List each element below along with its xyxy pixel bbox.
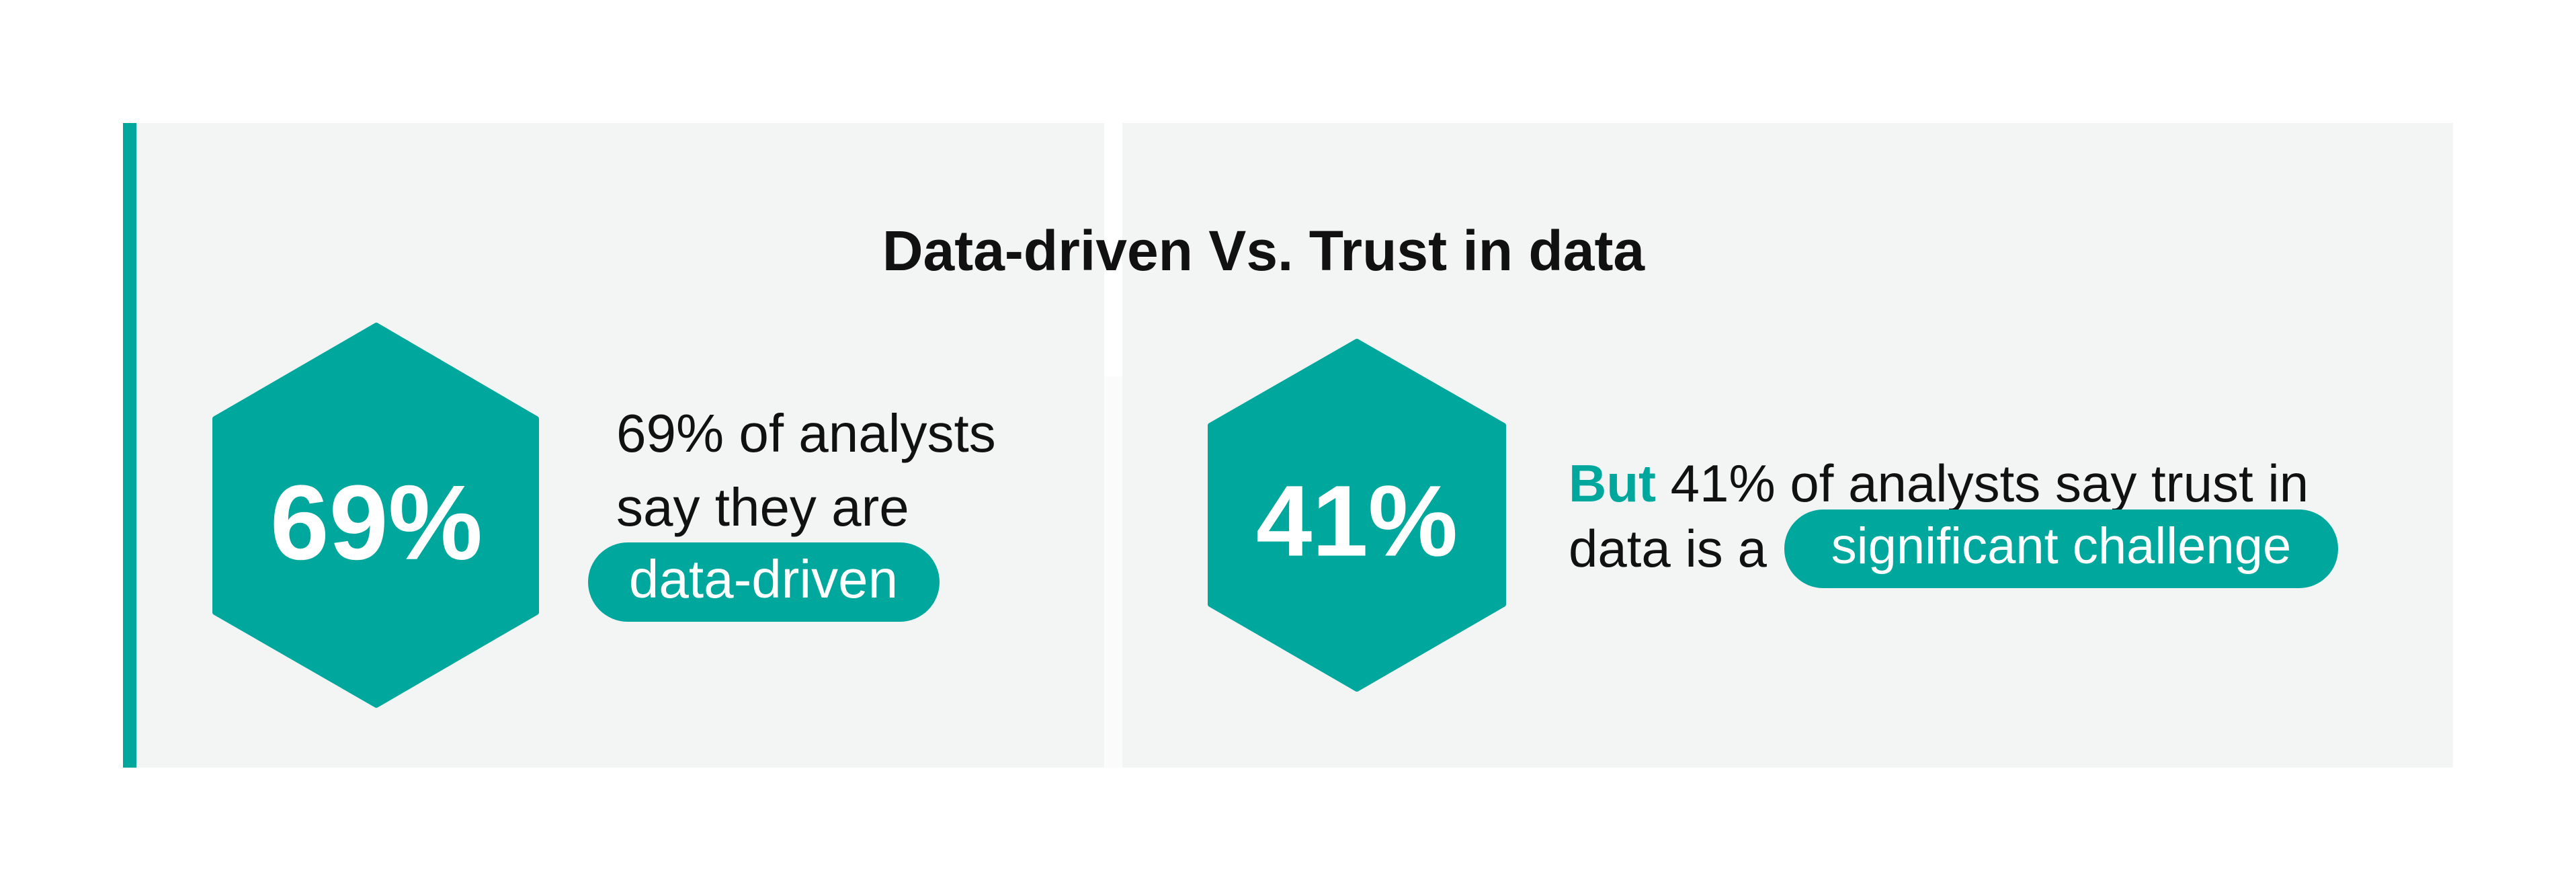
card-gap xyxy=(1104,376,1122,768)
title: Data-driven Vs. Trust in data xyxy=(882,219,1646,282)
stat: 69% xyxy=(270,464,483,582)
highlight-pill xyxy=(1784,510,2338,588)
highlight-pill xyxy=(588,542,940,622)
hexagon xyxy=(1208,339,1506,692)
card-text: But 41% of analysts say trust in xyxy=(1569,454,2309,513)
highlight-text: significant challenge xyxy=(1831,518,2291,575)
card-text: say they are xyxy=(616,477,909,537)
highlight-text: data-driven xyxy=(629,549,898,609)
hexagon xyxy=(212,323,539,708)
card-text: 69% of analysts xyxy=(616,403,996,463)
stat: 41% xyxy=(1256,464,1458,577)
accent-bar xyxy=(123,123,136,768)
card-text: data is a xyxy=(1569,519,1767,578)
card-text-line: 41% of analysts say trust in xyxy=(1671,454,2309,513)
lead-word: But xyxy=(1569,454,1656,513)
